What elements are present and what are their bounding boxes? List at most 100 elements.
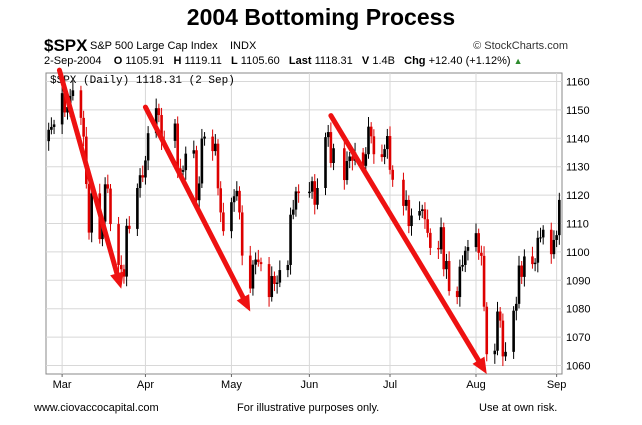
y-tick-label: 1130 — [566, 162, 590, 174]
high-value: 1119.11 — [184, 55, 222, 67]
candle-body — [463, 250, 467, 265]
candle-body — [238, 190, 241, 213]
candle-body — [219, 188, 222, 213]
candle-body — [136, 188, 139, 229]
footer-disclaimer: For illustrative purposes only. — [237, 402, 380, 414]
candle-body — [504, 351, 507, 357]
brand-label: © StockCharts.com — [473, 40, 568, 52]
candle-body — [181, 170, 185, 172]
last-label: Last — [288, 55, 312, 67]
candle-body — [332, 148, 335, 164]
candle-body — [367, 126, 370, 155]
symbol-header: $SPX S&P 500 Large Cap Index INDX © Stoc… — [44, 36, 568, 55]
candle-body — [248, 255, 252, 289]
candle-body — [176, 123, 179, 169]
x-tick-label: Mar — [53, 379, 72, 391]
candle-body — [466, 247, 470, 251]
trend-arrow-shaft — [328, 113, 481, 363]
candle-body — [128, 225, 131, 229]
x-tick-label: Sep — [547, 379, 567, 391]
candle-body — [533, 262, 537, 265]
candle-body — [324, 137, 327, 189]
candle-body — [267, 264, 271, 298]
candle-body — [154, 108, 158, 134]
candle-body — [235, 190, 239, 197]
candle-body — [278, 270, 282, 283]
candle-body — [388, 136, 392, 170]
candle-body — [442, 227, 446, 270]
candle-body — [437, 247, 440, 250]
candle-body — [200, 138, 204, 184]
candle-body — [372, 136, 376, 155]
candle-body — [549, 229, 553, 255]
trend-arrow-head — [236, 294, 251, 312]
candle-body — [52, 124, 56, 127]
candle-body — [251, 264, 255, 289]
candle-body — [66, 107, 69, 113]
candle-body — [404, 199, 408, 206]
candle-body — [445, 260, 448, 270]
volume-value: 1.4B — [372, 55, 395, 67]
candle-body — [420, 209, 424, 212]
candle-body — [90, 193, 93, 233]
candle-body — [536, 237, 540, 263]
x-tick-label: Jul — [383, 379, 397, 391]
candle-body — [294, 191, 298, 210]
y-tick-label: 1140 — [566, 133, 590, 145]
trend-arrow-shaft — [56, 67, 120, 276]
candle-body — [496, 311, 499, 351]
candle-body — [531, 256, 534, 265]
candle-body — [558, 199, 561, 236]
candle-body — [286, 264, 290, 271]
quote-date: 2-Sep-2004 — [44, 55, 102, 67]
chart-title: 2004 Bottoming Process — [186, 4, 456, 30]
candle-body — [71, 90, 75, 97]
candle-body — [316, 188, 319, 205]
candle-body — [82, 117, 85, 137]
last-value: 1118.31 — [314, 55, 353, 67]
candle-body — [310, 181, 314, 192]
candle-body — [125, 225, 128, 277]
trend-arrow-shaft — [142, 104, 246, 300]
candle-body — [103, 184, 107, 222]
candle-body — [439, 227, 443, 250]
candle-body — [63, 93, 67, 113]
candle-body — [418, 211, 421, 216]
candle-body — [429, 232, 432, 248]
candle-body — [474, 233, 478, 248]
x-tick-label: Jun — [301, 379, 319, 391]
exchange: INDX — [230, 40, 257, 52]
open-value: 1105.91 — [125, 55, 165, 67]
candle-body — [380, 154, 384, 158]
candle-body — [87, 184, 91, 233]
candle-body — [482, 255, 486, 307]
quote-line: 2-Sep-2004 O 1105.91 H 1119.11 L 1105.60… — [44, 55, 570, 67]
trend-arrow-head — [110, 271, 124, 289]
candle-body — [197, 183, 201, 201]
footer-website: www.ciovaccocapital.com — [34, 402, 159, 414]
candle-body — [203, 136, 206, 139]
candle-body — [173, 123, 177, 141]
symbol-description: S&P 500 Large Cap Index — [90, 40, 218, 52]
candle-body — [211, 136, 214, 152]
candle-body — [461, 264, 464, 267]
change-value: +12.40 (+1.12%) — [428, 55, 511, 67]
y-tick-label: 1070 — [566, 332, 590, 344]
candle-body — [345, 161, 349, 181]
candle-body — [232, 196, 236, 203]
y-tick-label: 1150 — [566, 105, 590, 117]
candle-body — [539, 237, 542, 239]
candle-body — [410, 215, 413, 227]
candle-body — [144, 160, 147, 178]
candle-body — [192, 150, 196, 154]
change-label: Chg — [404, 55, 426, 67]
candle-body — [402, 179, 405, 206]
high-label: H — [173, 55, 182, 67]
candle-body — [351, 156, 354, 161]
candle-body — [184, 153, 188, 171]
y-tick-label: 1060 — [566, 360, 590, 372]
candle-body — [160, 115, 163, 141]
candle-body — [313, 181, 317, 205]
candle-body — [520, 265, 523, 277]
y-tick-label: 1080 — [566, 304, 590, 316]
